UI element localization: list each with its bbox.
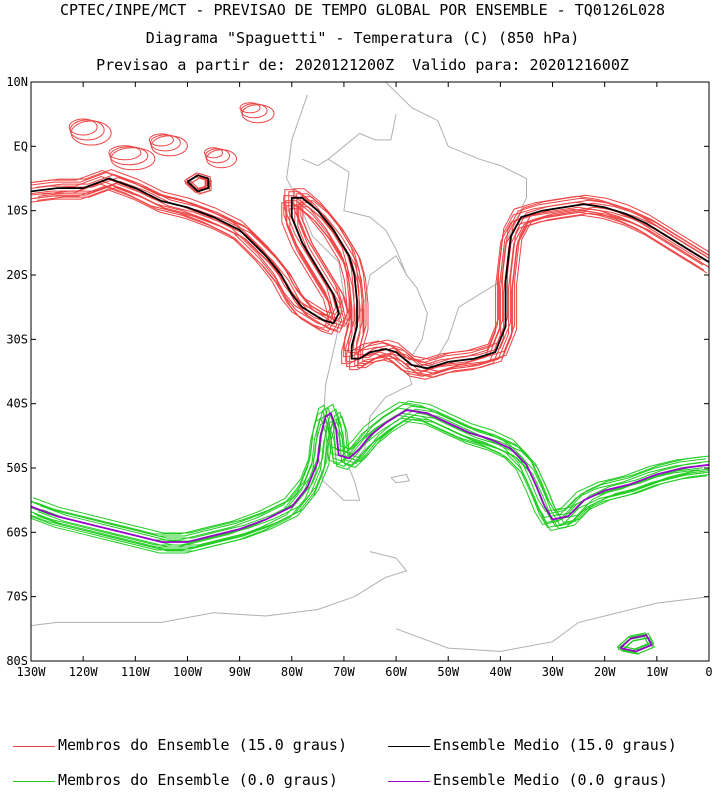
y-tick-label: 30S [6, 332, 28, 346]
y-tick-label: 10S [6, 204, 28, 218]
ensemble-member-contour [39, 408, 709, 542]
ensemble-member-contour [31, 420, 708, 554]
y-tick-label: 10N [6, 75, 28, 89]
ensemble-mean-contour [186, 174, 210, 193]
ensemble-member-contour [108, 145, 142, 161]
x-tick-label: 120W [69, 665, 99, 679]
x-tick-label: 80W [281, 665, 303, 679]
ensemble-mean-contour [31, 409, 709, 543]
x-tick-label: 90W [229, 665, 251, 679]
ensemble-mean-contour [619, 634, 653, 653]
ensemble-member-contour [39, 176, 709, 368]
x-tick-label: 0 [705, 665, 712, 679]
ensemble-member-contour [188, 177, 210, 195]
x-tick-label: 130W [17, 665, 47, 679]
y-tick-label: 40S [6, 397, 28, 411]
ensemble-member-contour [37, 182, 709, 374]
y-tick-label: 80S [6, 654, 28, 668]
ensemble-member-contour [205, 148, 231, 164]
coastline-falklands [390, 473, 410, 484]
x-tick-label: 60W [385, 665, 407, 679]
ensemble-member-contour [206, 149, 238, 169]
coastline-layer [31, 82, 709, 652]
ensemble-mean-layer [31, 174, 709, 653]
ensemble-member-contour [31, 401, 703, 535]
ensemble-member-contour [31, 182, 700, 374]
borders [302, 114, 397, 167]
x-tick-label: 30W [542, 665, 564, 679]
ensemble-member-contour [148, 133, 174, 147]
x-tick-label: 40W [490, 665, 512, 679]
chart-title-line-1: CPTEC/INPE/MCT - PREVISAO DE TEMPO GLOBA… [59, 1, 666, 19]
ensemble-member-contour [32, 400, 709, 534]
x-tick-label: 20W [594, 665, 616, 679]
legend-swatch-mean-0 [388, 781, 430, 782]
x-tick-label: 10W [646, 665, 668, 679]
x-tick-label: 70W [333, 665, 355, 679]
legend-label-mean-15: Ensemble Medio (15.0 graus) [433, 736, 677, 754]
y-tick-label: 50S [6, 461, 28, 475]
x-tick-label: 110W [121, 665, 151, 679]
coastline-antarctica [395, 596, 709, 652]
ensemble-member-contour [240, 103, 268, 119]
legend-label-members-0: Membros do Ensemble (0.0 graus) [58, 771, 338, 789]
axis-ticks: 130W 120W 110W 100W 90W 80W 70W 60W 50W 40W 30W 20W… [6, 75, 712, 679]
borders [328, 158, 407, 276]
ensemble-member-contour [204, 147, 224, 159]
ensemble-member-contour [31, 171, 707, 363]
y-tick-label: 70S [6, 590, 28, 604]
ensemble-member-contour [41, 180, 709, 372]
x-tick-label: 100W [173, 665, 203, 679]
plot-frame [30, 81, 710, 662]
legend-label-mean-0: Ensemble Medio (0.0 graus) [433, 771, 668, 789]
ensemble-member-contour [241, 104, 275, 124]
ensemble-member-contour [33, 416, 709, 550]
coastline-south-america [286, 82, 527, 501]
y-tick-label: 20S [6, 268, 28, 282]
ensemble-mean-contour [31, 177, 709, 370]
legend-swatch-mean-15 [388, 746, 430, 747]
ensemble-member-contour [150, 135, 188, 157]
ensemble-member-contour [31, 188, 708, 380]
legend-swatch-members-15 [13, 746, 55, 747]
y-tick-label: 60S [6, 525, 28, 539]
ensemble-member-contour [68, 118, 98, 136]
legend-label-members-15: Membros do Ensemble (15.0 graus) [58, 736, 347, 754]
ensemble-member-contour [35, 405, 709, 539]
ensemble-member-contour [35, 173, 709, 365]
ensemble-member-contour [69, 119, 105, 141]
y-tick-label: EQ [14, 139, 28, 153]
ensemble-member-contour [70, 120, 112, 146]
coastline-antarctica [31, 551, 408, 627]
ensemble-member-contour [31, 403, 707, 537]
legend-swatch-members-0 [13, 781, 55, 782]
chart-title-line-3: Previsao a partir de: 2020121200Z Valido… [96, 56, 629, 74]
ensemble-member-contour [31, 407, 702, 541]
ensemble-member-contour [239, 102, 261, 114]
ensemble-member-contour [149, 134, 181, 152]
ensemble-member-contour [110, 147, 156, 171]
chart-title-line-2: Diagrama "Spaguetti" - Temperatura (C) (… [145, 29, 580, 47]
x-tick-label: 50W [437, 665, 459, 679]
ensemble-member-contour [32, 168, 709, 360]
ensemble-member-contour [109, 146, 149, 166]
ensemble-member-contour [41, 412, 709, 546]
